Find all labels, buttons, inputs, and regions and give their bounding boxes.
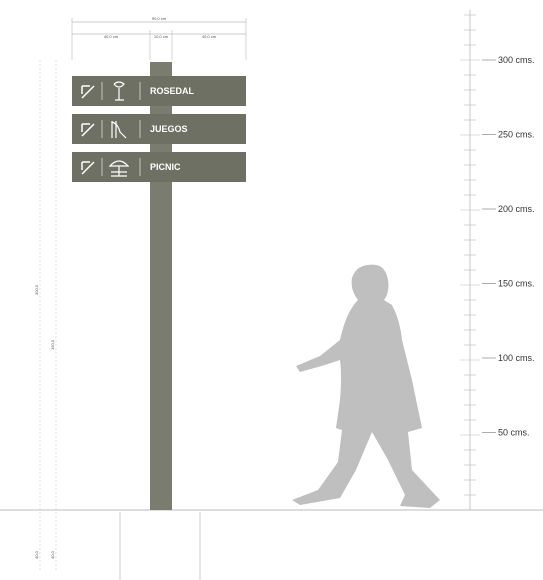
person-silhouette: [292, 264, 440, 508]
sign-panel: [72, 114, 246, 144]
dimension-label: 40,0 cm: [104, 34, 119, 39]
sign: ROSEDAL: [72, 76, 246, 106]
scale-label: 150 cms.: [498, 279, 535, 289]
sign-label: PICNIC: [150, 162, 181, 172]
arrow-icon: [81, 85, 95, 99]
scale-label: 200 cms.: [498, 204, 535, 214]
scale-label: 250 cms.: [498, 130, 535, 140]
rose-icon: [113, 81, 125, 101]
sign: PICNIC: [72, 152, 246, 182]
scale-label: 50 cms.: [498, 428, 530, 438]
dimension-label: 40,0: [50, 550, 55, 559]
dimension-label: 40,0 cm: [202, 34, 217, 39]
arrow-icon: [81, 123, 95, 137]
scale-label: 100 cms.: [498, 353, 535, 363]
dimension-label: 300,0: [34, 284, 39, 295]
ruler-ticks: [460, 14, 480, 511]
dimension-label: 40,0: [34, 550, 39, 559]
arrow-icon: [81, 161, 95, 175]
scale-label: 300 cms.: [498, 55, 535, 65]
dimension-label: 150,0: [50, 339, 55, 350]
picnic-icon: [108, 160, 130, 177]
sign-panel: [72, 76, 246, 106]
dimension-label: 10,0 cm: [154, 34, 169, 39]
dimension-label: 90,0 cm: [152, 16, 167, 21]
sign: JUEGOS: [72, 114, 246, 144]
scale-labels: 300 cms. 250 cms. 200 cms. 150 cms. 100 cms.…: [482, 55, 535, 438]
sign-panel: [72, 152, 246, 182]
sign-label: ROSEDAL: [150, 86, 195, 96]
sign-label: JUEGOS: [150, 124, 188, 134]
slide-icon: [111, 121, 127, 139]
